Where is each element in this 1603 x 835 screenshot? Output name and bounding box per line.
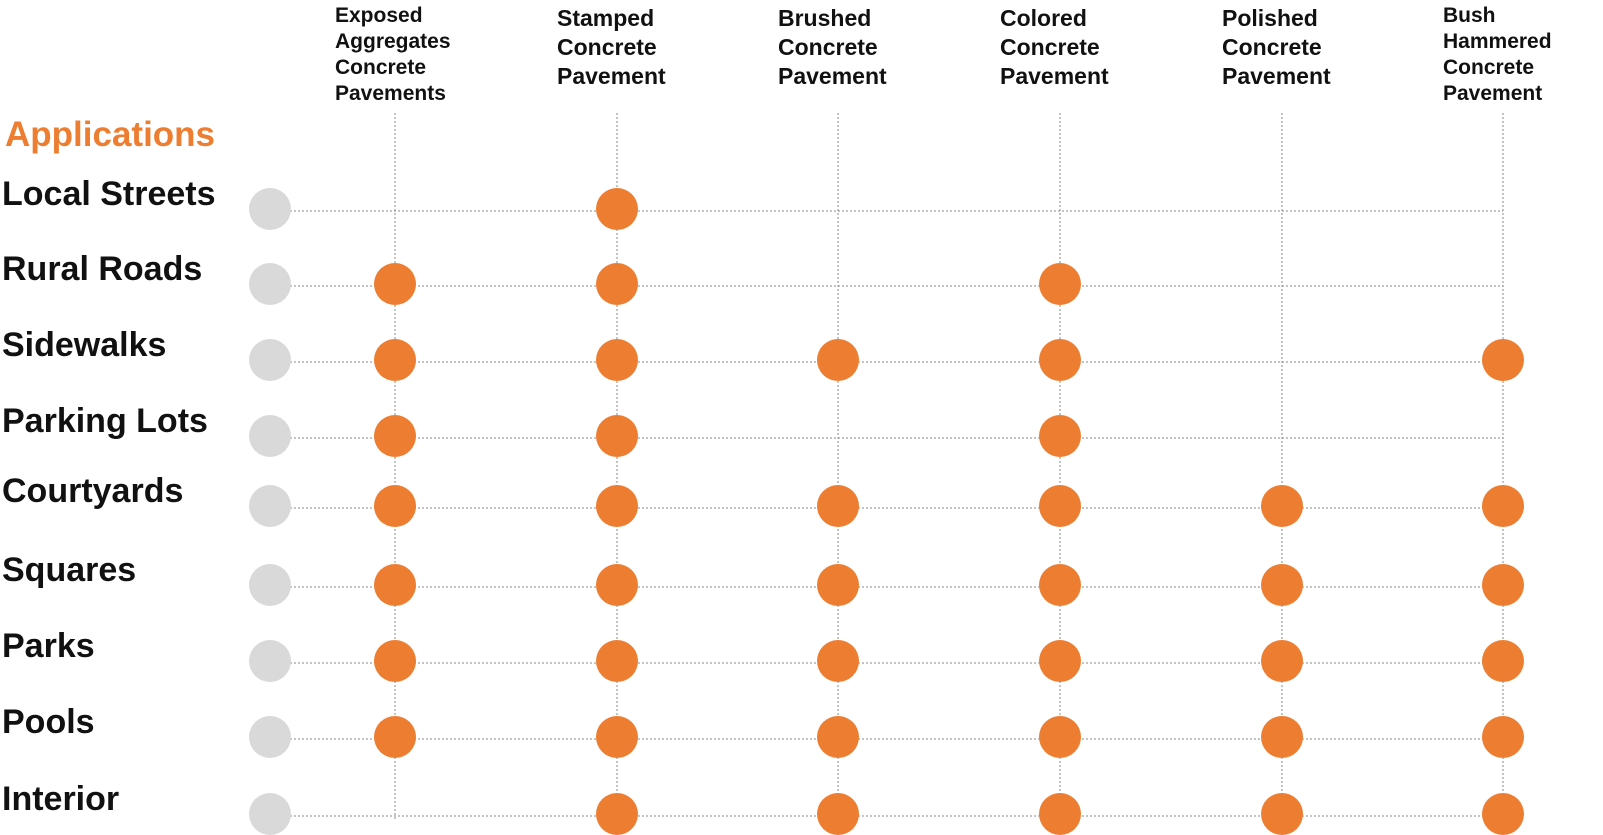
row-labels: Local Streets Rural Roads Sidewalks Parking…	[2, 175, 216, 818]
column-header: Exposed Aggregates Concrete Pavements	[335, 4, 451, 105]
applicable-marker	[596, 339, 638, 381]
column-header-line: Concrete	[1222, 34, 1322, 60]
column-header-line: Polished	[1222, 5, 1318, 31]
applicable-marker	[1039, 564, 1081, 606]
applicable-marker	[374, 564, 416, 606]
applicable-marker	[1039, 640, 1081, 682]
applicable-marker	[374, 716, 416, 758]
applicable-marker	[1039, 716, 1081, 758]
applicable-marker	[817, 640, 859, 682]
column-header-line: Pavement	[1222, 63, 1331, 89]
row-marker	[249, 188, 291, 230]
row-label: Sidewalks	[2, 326, 166, 364]
applicable-marker	[1261, 793, 1303, 835]
applicable-marker	[817, 564, 859, 606]
column-header-line: Pavement	[778, 63, 887, 89]
applicable-marker	[596, 793, 638, 835]
row-label: Courtyards	[2, 472, 183, 510]
row-label: Parks	[2, 627, 95, 665]
applicable-marker	[1482, 640, 1524, 682]
chart-title: Applications	[5, 115, 215, 154]
column-header: Polished Concrete Pavement	[1222, 5, 1331, 89]
column-header-line: Pavement	[1000, 63, 1109, 89]
applicable-marker	[1482, 716, 1524, 758]
column-header: Colored Concrete Pavement	[1000, 5, 1109, 89]
applicable-marker	[374, 263, 416, 305]
column-header-line: Pavements	[335, 82, 446, 105]
row-label: Squares	[2, 551, 136, 589]
column-header: Brushed Concrete Pavement	[778, 5, 887, 89]
column-header-line: Concrete	[1000, 34, 1100, 60]
column-header-line: Stamped	[557, 5, 654, 31]
applicable-marker	[374, 640, 416, 682]
applicable-marker	[1482, 485, 1524, 527]
column-header-line: Concrete	[1443, 56, 1534, 79]
column-header-line: Bush	[1443, 4, 1496, 27]
row-label: Rural Roads	[2, 250, 202, 288]
applicable-marker	[817, 716, 859, 758]
row-marker	[249, 485, 291, 527]
applicable-marker	[1482, 339, 1524, 381]
row-label: Pools	[2, 703, 95, 741]
applicable-marker	[1039, 793, 1081, 835]
applicable-marker	[1039, 263, 1081, 305]
applicable-marker	[596, 415, 638, 457]
row-marker	[249, 716, 291, 758]
applicable-marker	[374, 339, 416, 381]
applicable-marker	[596, 485, 638, 527]
column-header-line: Concrete	[557, 34, 657, 60]
row-marker	[249, 640, 291, 682]
markers	[249, 188, 1524, 835]
applicable-marker	[1261, 716, 1303, 758]
row-label: Local Streets	[2, 175, 216, 213]
column-header-line: Pavement	[1443, 82, 1542, 105]
applicable-marker	[596, 716, 638, 758]
column-header-line: Concrete	[778, 34, 878, 60]
applicable-marker	[374, 485, 416, 527]
applicable-marker	[596, 564, 638, 606]
row-marker	[249, 415, 291, 457]
applicable-marker	[596, 263, 638, 305]
grid-lines	[270, 113, 1504, 819]
column-headers: Exposed Aggregates Concrete Pavements Stampe…	[335, 4, 1552, 105]
row-marker	[249, 793, 291, 835]
column-header-line: Brushed	[778, 5, 871, 31]
applicable-marker	[817, 339, 859, 381]
column-header: Stamped Concrete Pavement	[557, 5, 666, 89]
applicable-marker	[596, 188, 638, 230]
row-marker	[249, 263, 291, 305]
applicable-marker	[817, 485, 859, 527]
column-header-line: Pavement	[557, 63, 666, 89]
column-header: Bush Hammered Concrete Pavement	[1443, 4, 1552, 105]
column-header-line: Concrete	[335, 56, 426, 79]
applicable-marker	[817, 793, 859, 835]
column-header-line: Colored	[1000, 5, 1087, 31]
applicable-marker	[1482, 793, 1524, 835]
column-header-line: Aggregates	[335, 30, 451, 53]
row-label: Interior	[2, 780, 119, 818]
column-header-line: Exposed	[335, 4, 423, 27]
row-marker	[249, 564, 291, 606]
row-label: Parking Lots	[2, 402, 208, 440]
row-marker	[249, 339, 291, 381]
applicable-marker	[1261, 485, 1303, 527]
applicable-marker	[1261, 640, 1303, 682]
applicable-marker	[1482, 564, 1524, 606]
applicable-marker	[1261, 564, 1303, 606]
column-header-line: Hammered	[1443, 30, 1552, 53]
applicable-marker	[1039, 415, 1081, 457]
applicable-marker	[1039, 485, 1081, 527]
applicable-marker	[1039, 339, 1081, 381]
applicable-marker	[374, 415, 416, 457]
applicable-marker	[596, 640, 638, 682]
